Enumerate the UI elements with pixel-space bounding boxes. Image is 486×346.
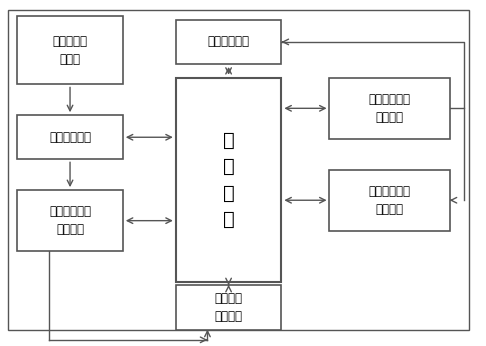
Text: 移动终端密钥
管控模块: 移动终端密钥 管控模块 <box>368 185 411 216</box>
Bar <box>330 170 450 231</box>
Bar <box>17 16 123 84</box>
Bar <box>176 20 281 64</box>
Text: 主
控
电
路: 主 控 电 路 <box>223 130 234 229</box>
Text: 电子标签
管控模块: 电子标签 管控模块 <box>215 292 243 323</box>
Bar <box>176 78 281 282</box>
Bar <box>17 190 123 251</box>
Bar <box>330 78 450 139</box>
Text: 密钥存储模块: 密钥存储模块 <box>49 131 91 144</box>
Bar <box>176 285 281 330</box>
Text: 量子随机数
发生器: 量子随机数 发生器 <box>52 35 87 66</box>
Bar <box>17 115 123 160</box>
Text: 移动终端密钥
配给模块: 移动终端密钥 配给模块 <box>49 205 91 236</box>
Text: 移动终端身份
管控模块: 移动终端身份 管控模块 <box>368 93 411 124</box>
Text: 公网通信模块: 公网通信模块 <box>208 35 250 48</box>
